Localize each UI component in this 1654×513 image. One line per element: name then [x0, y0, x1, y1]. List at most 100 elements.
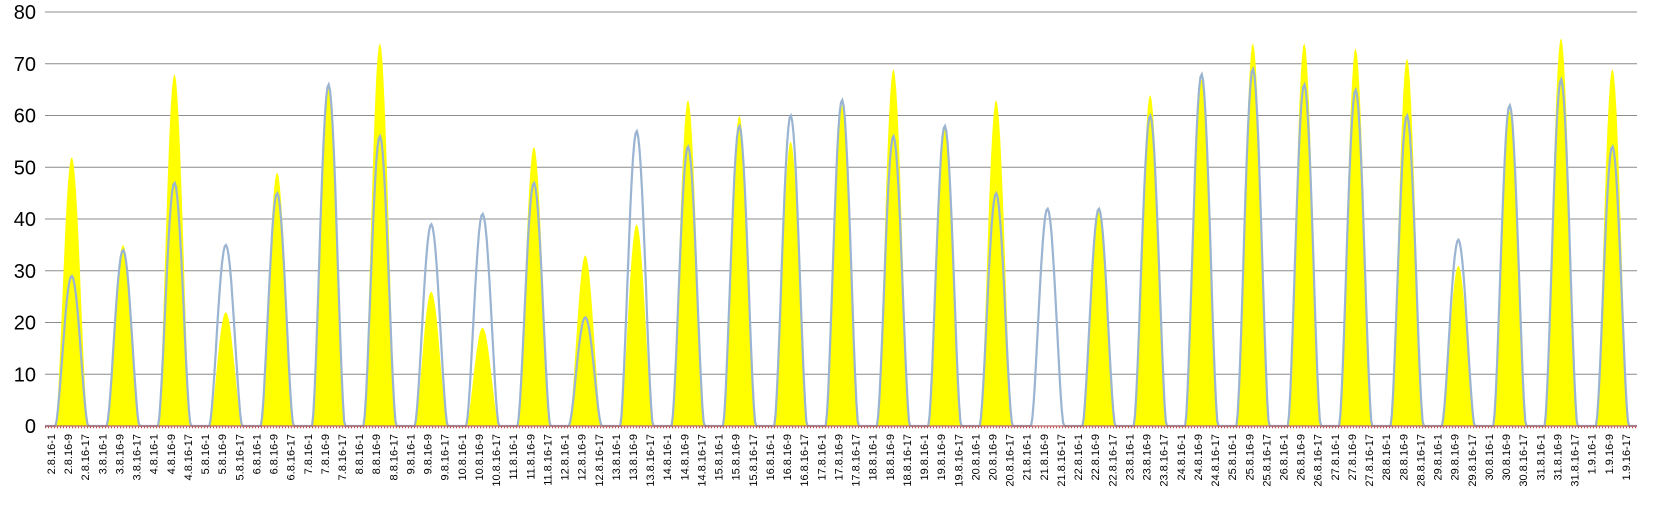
x-tick-label: 8.8.16-9 [371, 434, 383, 474]
x-tick-label: 16.8.16-17 [799, 434, 811, 487]
x-tick-label: 24.8.16-1 [1176, 434, 1188, 480]
y-tick-label: 20 [14, 313, 36, 335]
x-tick-label: 31.8.16-1 [1535, 434, 1547, 480]
yellow-area-day [250, 172, 302, 426]
x-tick-label: 18.8.16-9 [885, 434, 897, 480]
x-tick-label: 14.8.16-9 [679, 434, 691, 480]
x-tick-label: 11.8.16-17 [542, 434, 554, 486]
x-tick-label: 26.8.16-17 [1313, 434, 1325, 487]
x-tick-label: 4.8.16-1 [149, 434, 161, 474]
x-tick-label: 20.8.16-1 [970, 434, 982, 480]
yellow-area-day [1226, 43, 1278, 426]
x-tick-label: 23.8.16-9 [1142, 434, 1154, 480]
y-tick-label: 40 [14, 209, 36, 231]
yellow-area-day [609, 224, 662, 426]
yellow-area-day [404, 291, 456, 426]
x-tick-label: 30.8.16-1 [1484, 434, 1496, 480]
x-tick-label: 1.9.16-17 [1621, 434, 1633, 480]
yellow-area-day [1123, 95, 1175, 426]
x-tick-label: 9.8.16-1 [406, 434, 418, 474]
x-tick-label: 20.8.16-9 [988, 434, 1000, 480]
x-tick-label: 3.8.16-9 [115, 434, 127, 474]
y-tick-label: 10 [14, 364, 36, 386]
yellow-area-day [1534, 38, 1586, 426]
x-tick-label: 28.8.16-1 [1381, 434, 1393, 480]
x-tick-label: 11.8.16-9 [525, 434, 537, 480]
x-tick-label: 1.9.16-1 [1587, 434, 1599, 474]
x-tick-label: 6.8.16-17 [286, 434, 298, 480]
x-tick-label: 29.8.16-17 [1467, 434, 1479, 487]
y-tick-label: 30 [14, 261, 36, 283]
x-tick-label: 26.8.16-1 [1279, 434, 1291, 480]
yellow-area-day [1585, 69, 1637, 426]
yellow-area-day [1380, 58, 1432, 427]
yellow-area-day [969, 100, 1021, 426]
x-tick-label: 4.8.16-17 [183, 434, 195, 480]
x-tick-label: 3.8.16-17 [132, 434, 144, 480]
x-tick-label: 10.8.16-1 [457, 434, 469, 480]
x-tick-label: 16.8.16-1 [765, 434, 777, 480]
x-tick-label: 15.8.16-9 [731, 434, 743, 480]
yellow-area-day [866, 69, 918, 426]
x-tick-label: 21.8.16-1 [1022, 434, 1034, 480]
x-tick-label: 31.8.16-9 [1552, 434, 1564, 480]
x-tick-label: 30.8.16-9 [1501, 434, 1513, 480]
yellow-area-day [455, 327, 508, 426]
x-tick-label: 25.8.16-17 [1261, 434, 1273, 487]
x-tick-label: 27.8.16-1 [1330, 434, 1342, 480]
x-tick-label: 19.8.16-17 [953, 434, 965, 487]
x-tick-label: 16.8.16-9 [782, 434, 794, 480]
yellow-area-day [1328, 48, 1381, 427]
x-tick-label: 31.8.16-17 [1570, 434, 1582, 487]
x-tick-label: 7.8.16-17 [337, 434, 349, 480]
x-tick-label: 19.8.16-9 [936, 434, 948, 480]
yellow-area-day [1482, 110, 1535, 426]
x-tick-label: 8.8.16-17 [388, 434, 400, 480]
x-tick-label: 6.8.16-1 [251, 434, 263, 474]
yellow-area-day [1072, 208, 1124, 426]
x-tick-label: 23.8.16-1 [1124, 434, 1136, 480]
x-tick-label: 24.8.16-17 [1210, 434, 1222, 487]
x-tick-label: 2.8.16-9 [63, 434, 75, 474]
x-tick-label: 23.8.16-17 [1159, 434, 1171, 487]
yellow-area-day [199, 312, 251, 426]
x-tick-label: 17.8.16-17 [851, 434, 863, 487]
x-tick-label: 14.8.16-17 [697, 434, 709, 487]
x-tick-label: 25.8.16-9 [1244, 434, 1256, 480]
x-tick-label: 2.8.16-1 [46, 434, 58, 474]
x-tick-label: 30.8.16-17 [1518, 434, 1530, 487]
x-tick-label: 25.8.16-1 [1227, 434, 1239, 480]
yellow-area-day [45, 157, 97, 426]
x-tick-label: 19.8.16-1 [919, 434, 931, 480]
y-tick-label: 80 [14, 2, 36, 24]
x-tick-label: 7.8.16-1 [303, 434, 315, 474]
y-tick-label: 0 [25, 416, 36, 438]
x-tick-label: 12.8.16-1 [560, 434, 572, 480]
x-tick-label: 27.8.16-9 [1347, 434, 1359, 480]
x-tick-label: 5.8.16-17 [234, 434, 246, 480]
x-tick-label: 28.8.16-9 [1398, 434, 1410, 480]
yellow-area-day [96, 245, 148, 426]
x-tick-label: 13.8.16-17 [645, 434, 657, 487]
x-tick-label: 14.8.16-1 [662, 434, 674, 480]
yellow-area-day [1431, 265, 1483, 426]
yellow-area-day [764, 141, 816, 426]
x-tick-label: 26.8.16-9 [1296, 434, 1308, 480]
x-tick-label: 4.8.16-9 [166, 434, 178, 474]
x-tick-label: 6.8.16-9 [269, 434, 281, 474]
x-tick-label: 12.8.16-17 [594, 434, 606, 487]
x-tick-label: 9.8.16-17 [440, 434, 452, 480]
x-tick-label: 21.8.16-9 [1039, 434, 1051, 480]
x-tick-label: 22.8.16-17 [1107, 434, 1119, 487]
yellow-area-day [353, 43, 405, 426]
x-tick-label: 28.8.16-17 [1416, 434, 1428, 487]
yellow-area-day [918, 126, 970, 426]
x-tick-label: 10.8.16-17 [491, 434, 503, 487]
x-tick-label: 2.8.16-17 [80, 434, 92, 480]
x-tick-label: 29.8.16-1 [1433, 434, 1445, 480]
x-tick-label: 22.8.16-1 [1073, 434, 1085, 480]
y-tick-label: 50 [14, 157, 36, 179]
x-tick-label: 8.8.16-1 [354, 434, 366, 474]
